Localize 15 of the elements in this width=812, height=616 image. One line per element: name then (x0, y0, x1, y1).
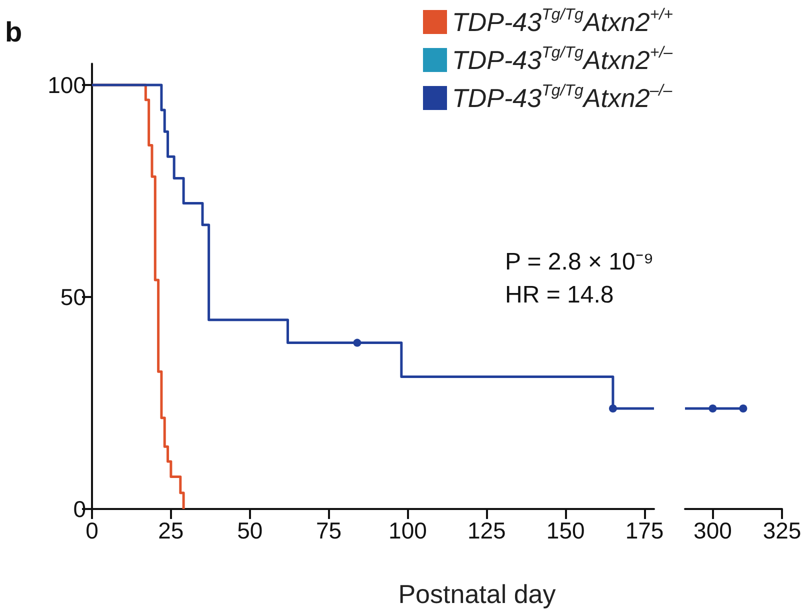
x-tick-label: 325 (762, 518, 802, 544)
x-tick-label: 150 (546, 518, 585, 544)
y-tick-label: 50 (60, 284, 86, 310)
x-tick-label: 175 (625, 518, 664, 544)
x-tick-label: 75 (316, 518, 342, 544)
annotation: P = 2.8 × 10⁻⁹ (505, 248, 654, 276)
x-tick-label: 300 (694, 518, 732, 544)
x-tick-label: 25 (158, 518, 184, 544)
x-axis-title: Postnatal day (398, 579, 556, 609)
x-tick-label: 50 (237, 518, 263, 544)
x-tick-label: 125 (467, 518, 506, 544)
y-tick-label: 100 (48, 72, 86, 98)
annotation: HR = 14.8 (505, 282, 614, 308)
x-tick-label: 100 (388, 518, 427, 544)
text: b (5, 16, 22, 48)
